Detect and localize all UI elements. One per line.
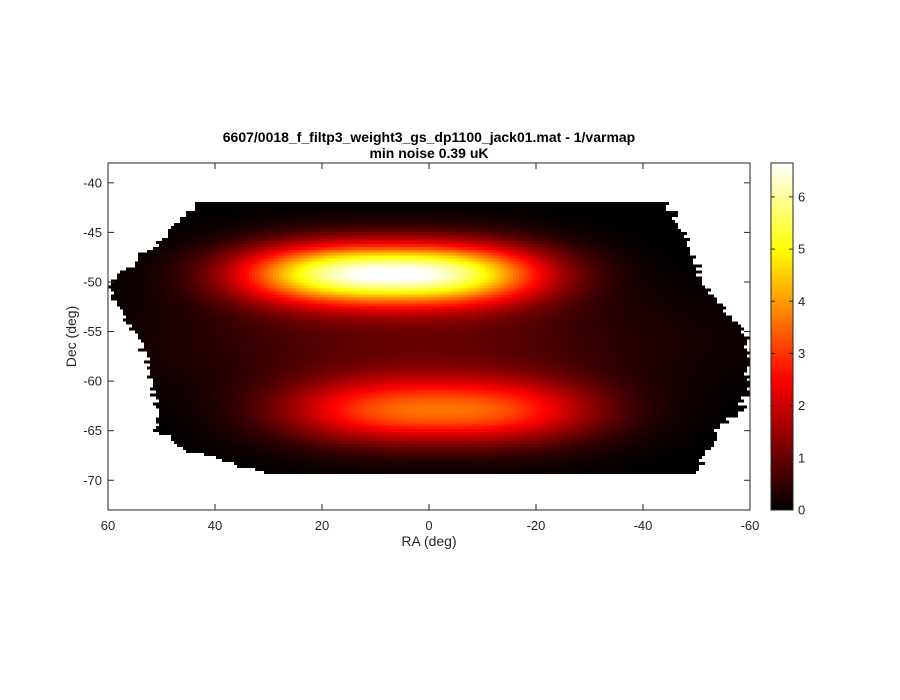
y-tick-label: -45 bbox=[83, 225, 102, 240]
colorbar-tick-label: 3 bbox=[798, 346, 805, 361]
colorbar-tick-label: 1 bbox=[798, 450, 805, 465]
y-axis: -40 -45 -50 -55 -60 -65 -70 bbox=[83, 175, 750, 488]
y-axis-label: Dec (deg) bbox=[63, 306, 79, 367]
x-tick-label: -20 bbox=[527, 518, 546, 533]
y-tick-label: -55 bbox=[83, 324, 102, 339]
chart-title: 6607/0018_f_filtp3_weight3_gs_dp1100_jac… bbox=[222, 129, 636, 145]
colorbar-tick-label: 2 bbox=[798, 398, 805, 413]
heatmap-image bbox=[108, 163, 750, 510]
x-tick-label: 60 bbox=[101, 518, 115, 533]
y-tick-label: -40 bbox=[83, 175, 102, 190]
y-tick-label: -60 bbox=[83, 374, 102, 389]
x-tick-label: 20 bbox=[315, 518, 329, 533]
x-tick-label: 40 bbox=[208, 518, 222, 533]
colorbar-tick-label: 6 bbox=[798, 189, 805, 204]
x-tick-label: -40 bbox=[634, 518, 653, 533]
colorbar-tick-label: 4 bbox=[798, 294, 805, 309]
colorbar-frame bbox=[770, 162, 794, 511]
x-tick-label: 0 bbox=[425, 518, 432, 533]
y-tick-label: -65 bbox=[83, 423, 102, 438]
colorbar-gradient bbox=[771, 163, 793, 510]
colorbar-tick-label: 5 bbox=[798, 242, 805, 257]
y-tick-label: -50 bbox=[83, 274, 102, 289]
chart-subtitle: min noise 0.39 uK bbox=[369, 145, 489, 161]
x-tick-label: -60 bbox=[741, 518, 760, 533]
x-axis-label: RA (deg) bbox=[401, 533, 456, 549]
x-axis: 60 40 20 0 -20 -40 -60 bbox=[101, 163, 760, 533]
y-tick-label: -70 bbox=[83, 473, 102, 488]
colorbar-tick-label: 0 bbox=[798, 503, 805, 518]
colorbar-axis: 0 1 2 3 4 5 6 bbox=[771, 189, 805, 518]
